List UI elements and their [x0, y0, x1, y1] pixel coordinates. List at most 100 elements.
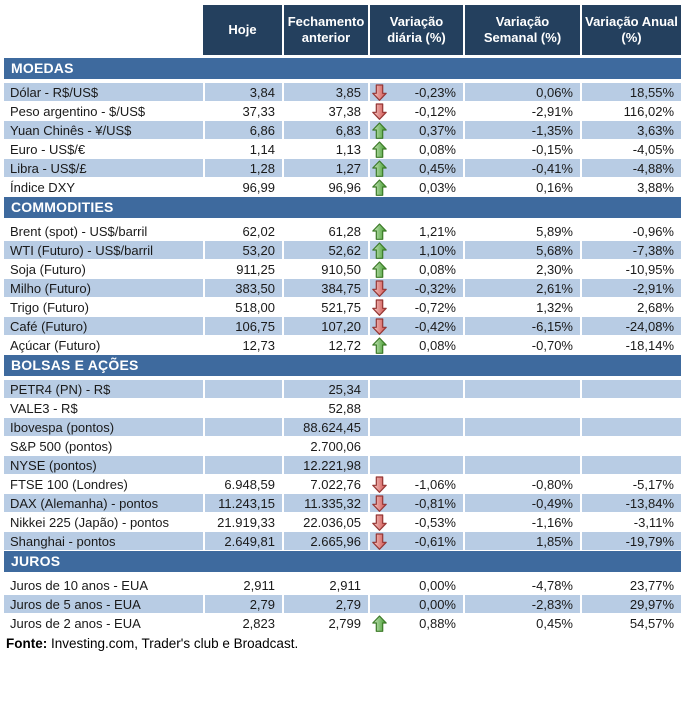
- variacao-diaria-value: 0,88%: [419, 615, 456, 631]
- variacao-diaria-value: -0,12%: [414, 103, 456, 119]
- cell-variacao-diaria: 0,08%: [368, 336, 463, 355]
- table-row: Juros de 5 anos - EUA 2,79 2,79 0,00% -2,83%…: [4, 595, 681, 614]
- cell-variacao-semanal: 0,06%: [463, 83, 580, 102]
- table-row: Soja (Futuro) 911,25 910,50 0,08% 2,30% -10,9…: [4, 260, 681, 279]
- cell-hoje: 2,911: [203, 576, 282, 595]
- cell-variacao-diaria: [368, 437, 463, 456]
- table-row: Nikkei 225 (Japão) - pontos 21.919,33 22.0…: [4, 513, 681, 532]
- cell-variacao-anual: -19,79%: [580, 532, 681, 551]
- variacao-diaria-value: 0,03%: [419, 179, 456, 195]
- up-arrow-icon: [371, 178, 387, 196]
- down-arrow-icon: [371, 83, 387, 101]
- cell-variacao-semanal: 2,61%: [463, 279, 580, 298]
- cell-variacao-diaria: 0,00%: [368, 576, 463, 595]
- cell-variacao-semanal: [463, 399, 580, 418]
- cell-hoje: 37,33: [203, 102, 282, 121]
- down-arrow-icon: [371, 513, 387, 531]
- cell-variacao-anual: -10,95%: [580, 260, 681, 279]
- cell-fechamento-anterior: 7.022,76: [282, 475, 368, 494]
- cell-variacao-anual: -4,88%: [580, 159, 681, 178]
- cell-hoje: 518,00: [203, 298, 282, 317]
- table-row: WTI (Futuro) - US$/barril 53,20 52,62 1,10%…: [4, 241, 681, 260]
- source-line: Fonte: Investing.com, Trader's club e Br…: [6, 636, 681, 651]
- cell-hoje: 6.948,59: [203, 475, 282, 494]
- cell-fechamento-anterior: 88.624,45: [282, 418, 368, 437]
- variacao-diaria-value: 1,10%: [419, 242, 456, 258]
- table-row: Juros de 10 anos - EUA 2,911 2,911 0,00% -4,…: [4, 576, 681, 595]
- cell-variacao-diaria: [368, 380, 463, 399]
- up-arrow-icon: [371, 222, 387, 240]
- cell-variacao-anual: [580, 380, 681, 399]
- cell-variacao-anual: [580, 399, 681, 418]
- cell-variacao-anual: [580, 418, 681, 437]
- cell-variacao-diaria: 0,88%: [368, 614, 463, 633]
- table-row: Café (Futuro) 106,75 107,20 -0,42% -6,15% -24…: [4, 317, 681, 336]
- cell-variacao-anual: [580, 437, 681, 456]
- down-arrow-icon: [371, 475, 387, 493]
- variacao-diaria-value: 0,45%: [419, 160, 456, 176]
- table-row: PETR4 (PN) - R$ 25,34: [4, 380, 681, 399]
- up-arrow-icon: [371, 614, 387, 632]
- cell-variacao-diaria: -0,81%: [368, 494, 463, 513]
- cell-hoje: 2,79: [203, 595, 282, 614]
- cell-fechamento-anterior: 6,83: [282, 121, 368, 140]
- cell-label: PETR4 (PN) - R$: [4, 380, 203, 399]
- cell-fechamento-anterior: 11.335,32: [282, 494, 368, 513]
- up-arrow-icon: [371, 241, 387, 259]
- cell-variacao-anual: 54,57%: [580, 614, 681, 633]
- cell-variacao-anual: -7,38%: [580, 241, 681, 260]
- cell-hoje: 106,75: [203, 317, 282, 336]
- cell-variacao-anual: -18,14%: [580, 336, 681, 355]
- market-data-table: Hoje Fechamento anterior Variação diária…: [4, 5, 681, 633]
- cell-fechamento-anterior: 52,88: [282, 399, 368, 418]
- cell-label: Dólar - R$/US$: [4, 83, 203, 102]
- table-row: Yuan Chinês - ¥/US$ 6,86 6,83 0,37% -1,35% 3,…: [4, 121, 681, 140]
- table-row: DAX (Alemanha) - pontos 11.243,15 11.335,3…: [4, 494, 681, 513]
- variacao-diaria-value: 0,37%: [419, 122, 456, 138]
- table-row: Dólar - R$/US$ 3,84 3,85 -0,23% 0,06% 18,55%: [4, 83, 681, 102]
- source-label: Fonte:: [6, 636, 48, 651]
- down-arrow-icon: [371, 317, 387, 335]
- cell-fechamento-anterior: 96,96: [282, 178, 368, 197]
- cell-variacao-diaria: [368, 399, 463, 418]
- cell-variacao-anual: -2,91%: [580, 279, 681, 298]
- cell-variacao-anual: [580, 456, 681, 475]
- table-header: Hoje Fechamento anterior Variação diária…: [4, 5, 681, 58]
- cell-variacao-anual: -0,96%: [580, 222, 681, 241]
- cell-variacao-semanal: -0,80%: [463, 475, 580, 494]
- cell-fechamento-anterior: 910,50: [282, 260, 368, 279]
- cell-fechamento-anterior: 3,85: [282, 83, 368, 102]
- down-arrow-icon: [371, 298, 387, 316]
- cell-fechamento-anterior: 25,34: [282, 380, 368, 399]
- variacao-diaria-value: -0,81%: [414, 495, 456, 511]
- variacao-diaria-value: 1,21%: [419, 223, 456, 239]
- cell-variacao-semanal: 2,30%: [463, 260, 580, 279]
- table-row: NYSE (pontos) 12.221,98: [4, 456, 681, 475]
- down-arrow-icon: [371, 279, 387, 297]
- cell-fechamento-anterior: 521,75: [282, 298, 368, 317]
- cell-variacao-diaria: 0,37%: [368, 121, 463, 140]
- cell-hoje: 21.919,33: [203, 513, 282, 532]
- variacao-diaria-value: 0,08%: [419, 141, 456, 157]
- down-arrow-icon: [371, 102, 387, 120]
- cell-label: Índice DXY: [4, 178, 203, 197]
- table-row: Brent (spot) - US$/barril 62,02 61,28 1,21%…: [4, 222, 681, 241]
- cell-variacao-semanal: -1,35%: [463, 121, 580, 140]
- cell-variacao-diaria: -0,12%: [368, 102, 463, 121]
- variacao-diaria-value: -0,61%: [414, 533, 456, 549]
- cell-hoje: [203, 456, 282, 475]
- section-row: COMMODITIES: [4, 197, 681, 222]
- cell-variacao-anual: -5,17%: [580, 475, 681, 494]
- cell-hoje: 3,84: [203, 83, 282, 102]
- cell-variacao-diaria: 0,08%: [368, 260, 463, 279]
- cell-variacao-semanal: -2,83%: [463, 595, 580, 614]
- cell-label: Juros de 2 anos - EUA: [4, 614, 203, 633]
- cell-hoje: [203, 380, 282, 399]
- cell-variacao-diaria: [368, 418, 463, 437]
- cell-label: Café (Futuro): [4, 317, 203, 336]
- cell-fechamento-anterior: 384,75: [282, 279, 368, 298]
- cell-variacao-semanal: [463, 437, 580, 456]
- section-header-bolsas-e-a-es: BOLSAS E AÇÕES: [4, 355, 681, 380]
- table-body: MOEDAS Dólar - R$/US$ 3,84 3,85 -0,23% 0,06% 1…: [4, 58, 681, 633]
- cell-fechamento-anterior: 107,20: [282, 317, 368, 336]
